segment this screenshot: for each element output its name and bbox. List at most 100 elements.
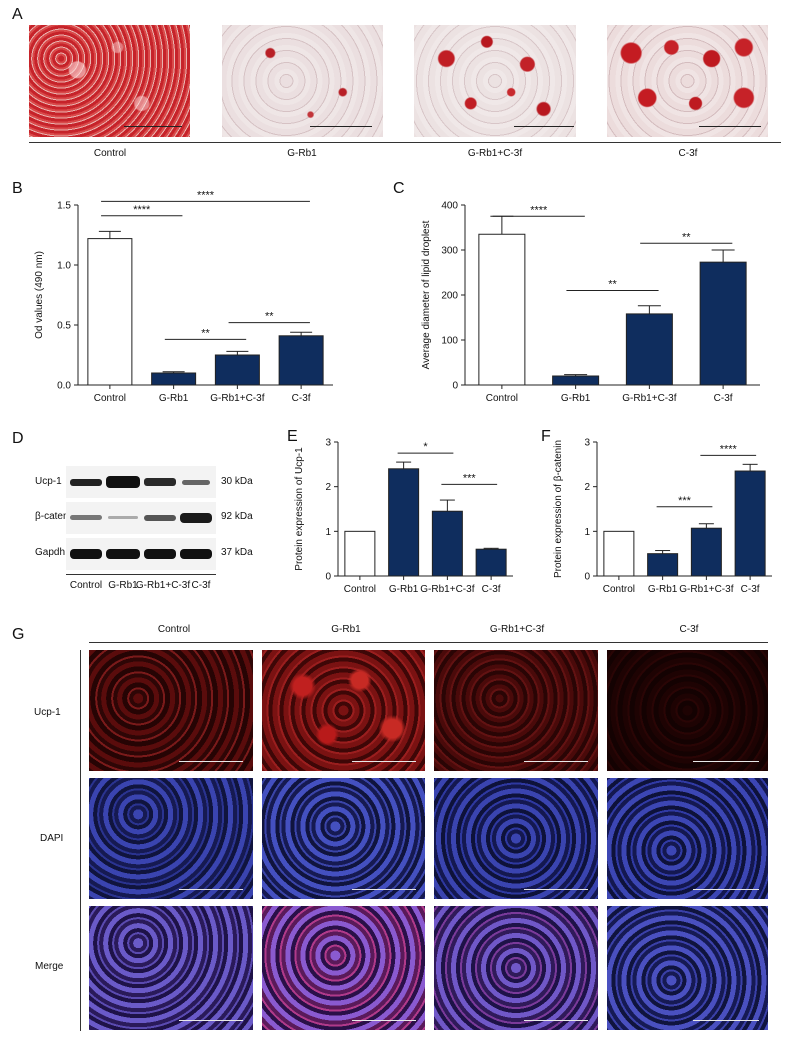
y-axis-label: Protein expression of β-catenin (553, 440, 564, 578)
panel-a-label-control: Control (93, 148, 127, 159)
x-tick-label: G-Rb1+C-3f (679, 584, 733, 595)
x-tick-label: Control (94, 393, 126, 404)
band (144, 549, 176, 559)
panel-g-col-control: Control (157, 624, 191, 635)
significance-label: ** (682, 231, 691, 243)
bar (214, 354, 260, 386)
significance-label: ** (265, 311, 274, 323)
bar (388, 468, 420, 577)
scale-bar (524, 761, 588, 762)
x-tick-label: G-Rb1+C-3f (622, 393, 676, 404)
y-tick-label: 2 (325, 482, 331, 493)
bar (734, 470, 766, 577)
bar (603, 530, 635, 577)
band (180, 513, 212, 523)
panel-a-image-c3f (607, 25, 768, 137)
blot-label-bcatenin: β-catenin (35, 511, 77, 522)
if-merge-grb1 (262, 906, 425, 1030)
chart-f: 0 1 2 3 Protein expression of β-catenin Contr… (553, 438, 772, 595)
scale-bar (699, 126, 761, 127)
band (106, 549, 140, 559)
y-tick-label: 0.5 (57, 321, 71, 332)
bar (699, 261, 747, 386)
panel-g-letter: G (12, 626, 25, 643)
if-ucp1-grb1 (262, 650, 425, 771)
x-tick-label: Control (486, 393, 518, 404)
bar (151, 372, 197, 386)
blot-lane-grb1: G-Rb1 (108, 580, 138, 591)
if-dapi-c3f (607, 778, 768, 899)
scale-bar (524, 1020, 588, 1021)
x-tick-label: C-3f (714, 393, 733, 404)
panel-g-row-dapi: DAPI (40, 833, 64, 844)
x-tick-label: C-3f (482, 584, 501, 595)
panel-b-letter: B (12, 180, 23, 197)
bar (625, 313, 673, 386)
if-ucp1-control (89, 650, 253, 771)
x-tick-label: G-Rb1+C-3f (210, 393, 264, 404)
bar (278, 335, 324, 386)
blot-size-ucp1: 30 kDa (221, 476, 253, 487)
scale-bar (693, 1020, 759, 1021)
panel-c-letter: C (393, 180, 405, 197)
if-merge-c3f (607, 906, 768, 1030)
y-axis-label: Average diameter of lipid droplest (421, 220, 432, 369)
if-merge-grb1-c3f (434, 906, 598, 1030)
scale-bar (514, 126, 574, 127)
scale-bar (179, 889, 243, 890)
y-tick-label: 3 (325, 438, 331, 449)
blot-bcatenin (66, 502, 216, 534)
if-dapi-control (89, 778, 253, 899)
y-tick-label: 1.0 (57, 261, 71, 272)
band (144, 478, 176, 486)
panel-g-col-grb1: G-Rb1 (331, 624, 361, 635)
panel-g-col-grb1-c3f: G-Rb1+C-3f (489, 624, 545, 635)
y-tick-label: 0 (584, 572, 590, 583)
y-tick-label: 1 (584, 527, 590, 538)
significance-label: ** (608, 279, 617, 291)
x-tick-label: Control (344, 584, 376, 595)
scale-bar (352, 761, 416, 762)
band (182, 480, 210, 485)
x-tick-label: G-Rb1 (159, 393, 189, 404)
band (144, 515, 176, 521)
bar (478, 233, 526, 386)
blot-gapdh (66, 538, 216, 570)
x-tick-label: Control (603, 584, 635, 595)
panel-a-label-grb1-c3f: G-Rb1+C-3f (467, 148, 523, 159)
y-tick-label: 1.5 (57, 201, 71, 212)
blot-lane-c3f: C-3f (191, 580, 211, 591)
panel-a-image-control (29, 25, 190, 137)
significance-label: **** (133, 204, 151, 216)
panel-d-letter: D (12, 430, 24, 447)
band (106, 476, 140, 488)
y-tick-label: 0.0 (57, 381, 71, 392)
band (70, 479, 102, 486)
significance-label: **** (197, 189, 215, 201)
panel-a-divider (29, 142, 781, 143)
blot-size-gapdh: 37 kDa (221, 547, 253, 558)
blot-lane-rule (66, 574, 216, 575)
y-tick-label: 100 (441, 336, 458, 347)
x-tick-label: C-3f (292, 393, 311, 404)
significance-label: ** (201, 327, 210, 339)
significance-label: *** (678, 495, 692, 507)
chart-b: 0.0 0.5 1.0 1.5 Od values (490 nm) Control G-R… (34, 189, 333, 404)
x-tick-label: G-Rb1 (648, 584, 678, 595)
if-ucp1-c3f (607, 650, 768, 771)
blot-size-bcatenin: 92 kDa (221, 511, 253, 522)
scale-bar (352, 889, 416, 890)
scale-bar (124, 126, 182, 127)
blot-lane-grb1-c3f: G-Rb1+C-3f (135, 580, 191, 591)
panel-g-col-c3f: C-3f (679, 624, 699, 635)
bar (552, 375, 600, 386)
chart-e: 0 1 2 3 Protein expression of Ucp-1 Control G-… (294, 438, 513, 595)
panel-e-letter: E (287, 428, 298, 445)
panel-a-label-grb1: G-Rb1 (287, 148, 317, 159)
if-merge-control (89, 906, 253, 1030)
panel-g-row-merge: Merge (35, 961, 64, 972)
blot-ucp1 (66, 466, 216, 498)
scale-bar (693, 761, 759, 762)
panel-a-image-grb1 (222, 25, 383, 137)
significance-label: *** (463, 472, 477, 484)
